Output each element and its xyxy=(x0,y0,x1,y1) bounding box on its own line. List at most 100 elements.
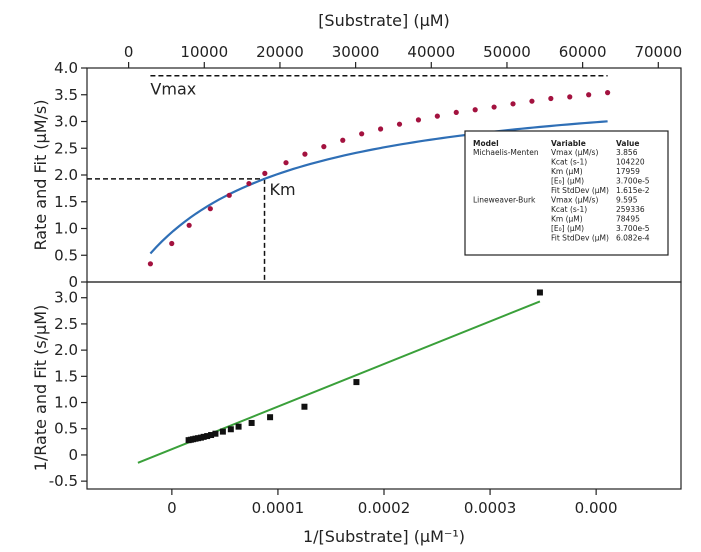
top-reference-lines xyxy=(87,74,608,282)
top-x-ticks: 0 10000 20000 30000 40000 50000 60000 70000 xyxy=(124,43,682,68)
top-y-tick-label: 2.5 xyxy=(54,139,78,157)
table-cell: Km (µM) xyxy=(551,167,583,176)
rate-point xyxy=(491,104,497,110)
top-y-tick-label: 3.5 xyxy=(54,86,78,104)
top-xlabel: [Substrate] (µM) xyxy=(318,11,450,30)
table-rows: Michaelis-Menten Vmax (µM/s) 3.856 Kcat (s-… xyxy=(473,148,650,243)
bottom-x-tick-label: 0.000 xyxy=(575,499,618,517)
rate-point xyxy=(147,261,154,267)
top-y-tick-label: 0 xyxy=(68,273,78,291)
table-cell: 78495 xyxy=(616,215,640,224)
rate-point xyxy=(396,121,403,127)
table-header-value: Value xyxy=(616,139,639,148)
rate-point xyxy=(262,170,268,176)
table-cell: Michaelis-Menten xyxy=(473,148,539,157)
table-header-model: Model xyxy=(473,139,499,148)
table-cell: 6.082e-4 xyxy=(616,234,650,243)
rate-point xyxy=(207,206,213,212)
table-cell: 3.700e-5 xyxy=(616,224,650,233)
reciprocal-point xyxy=(248,419,255,426)
table-cell: 3.856 xyxy=(616,148,638,157)
table-cell: [E₀] (µM) xyxy=(551,224,584,233)
top-x-tick-label: 70000 xyxy=(634,43,682,61)
table-cell: Lineweaver-Burk xyxy=(473,196,536,205)
top-y-tick-label: 0.5 xyxy=(54,246,78,264)
bottom-y-tick-label: 1.5 xyxy=(54,367,78,385)
vmax-label: Vmax xyxy=(150,80,196,99)
top-x-tick-label: 10000 xyxy=(180,43,228,61)
bottom-y-tick-label: -0.5 xyxy=(49,472,78,490)
table-cell: Kcat (s-1) xyxy=(551,158,587,167)
top-x-tick-label: 0 xyxy=(124,43,134,61)
rate-point xyxy=(186,222,192,228)
rate-point xyxy=(302,151,308,157)
michaelis-menten-fit-line xyxy=(149,120,608,255)
rate-point xyxy=(340,137,346,143)
bottom-y-tick-label: 0.5 xyxy=(54,420,78,438)
table-cell: 104220 xyxy=(616,158,645,167)
top-x-tick-label: 50000 xyxy=(483,43,531,61)
bottom-y-tick-label: 0 xyxy=(68,446,78,464)
top-ylabel: Rate and Fit (µM/s) xyxy=(31,100,50,251)
rate-point xyxy=(510,101,516,107)
table-cell: Vmax (µM/s) xyxy=(551,148,598,157)
bottom-x-tick-label: 0.0003 xyxy=(464,499,517,517)
rate-point xyxy=(605,90,611,96)
top-x-tick-label: 30000 xyxy=(332,43,380,61)
bottom-x-tick-label: 0.0002 xyxy=(358,499,411,517)
bottom-y-tick-label: 2.0 xyxy=(54,341,78,359)
bottom-x-tick-label: 0.0001 xyxy=(252,499,305,517)
reciprocal-points xyxy=(185,289,543,444)
reciprocal-point xyxy=(219,428,226,435)
table-cell: Vmax (µM/s) xyxy=(551,196,598,205)
reciprocal-point xyxy=(227,426,234,433)
rate-point xyxy=(453,109,459,116)
table-cell: Kcat (s-1) xyxy=(551,205,587,214)
bottom-y-ticks: -0.5 0 0.5 1.0 1.5 2.0 2.5 3.0 xyxy=(49,289,87,490)
rate-point xyxy=(359,131,365,137)
bottom-y-tick-label: 2.5 xyxy=(54,315,78,333)
bottom-x-tick-label: 0 xyxy=(167,499,177,517)
rate-point xyxy=(226,192,232,198)
table-cell: 9.595 xyxy=(616,196,638,205)
bottom-plot: 1/[Substrate] (µM⁻¹) 1/Rate and Fit (s/µ… xyxy=(31,281,682,546)
table-cell: Fit StdDev (µM) xyxy=(551,186,609,195)
bottom-y-tick-label: 3.0 xyxy=(54,289,78,307)
top-y-tick-label: 2.0 xyxy=(54,166,78,184)
bottom-xlabel: 1/[Substrate] (µM⁻¹) xyxy=(303,527,465,546)
table-cell: 3.700e-5 xyxy=(616,177,650,186)
bottom-y-tick-label: 1.0 xyxy=(54,394,78,412)
bottom-ylabel: 1/Rate and Fit (s/µM) xyxy=(31,305,50,472)
reciprocal-point xyxy=(301,403,308,410)
reciprocal-point xyxy=(204,433,211,440)
rate-point xyxy=(169,240,175,247)
table-cell: Fit StdDev (µM) xyxy=(551,234,609,243)
top-y-tick-label: 1.5 xyxy=(54,193,78,211)
rate-point xyxy=(415,117,422,123)
rate-point xyxy=(529,98,535,104)
reciprocal-point xyxy=(235,423,242,430)
fit-results-table: Model Variable Value Michaelis-Menten Vma… xyxy=(464,130,669,256)
reciprocal-point xyxy=(212,430,219,437)
reciprocal-point xyxy=(536,289,543,296)
top-x-tick-label: 20000 xyxy=(256,43,304,61)
rate-point xyxy=(548,95,554,102)
top-x-tick-label: 60000 xyxy=(559,43,607,61)
top-y-tick-label: 1.0 xyxy=(54,220,78,238)
table-cell: 17959 xyxy=(616,167,640,176)
reciprocal-point xyxy=(200,433,207,440)
rate-point xyxy=(472,107,478,113)
table-cell: 1.615e-2 xyxy=(616,186,650,195)
rate-point xyxy=(377,126,384,132)
rate-point xyxy=(283,160,289,166)
reciprocal-point xyxy=(267,414,274,421)
top-y-tick-label: 4.0 xyxy=(54,59,78,77)
rate-points xyxy=(147,90,611,267)
bottom-plot-frame xyxy=(86,281,682,490)
rate-point xyxy=(434,113,440,119)
bottom-x-ticks: 0 0.0001 0.0002 0.0003 0.000 xyxy=(167,489,618,517)
table-header-variable: Variable xyxy=(551,139,586,148)
rate-point xyxy=(321,144,327,150)
rate-point xyxy=(246,180,252,187)
